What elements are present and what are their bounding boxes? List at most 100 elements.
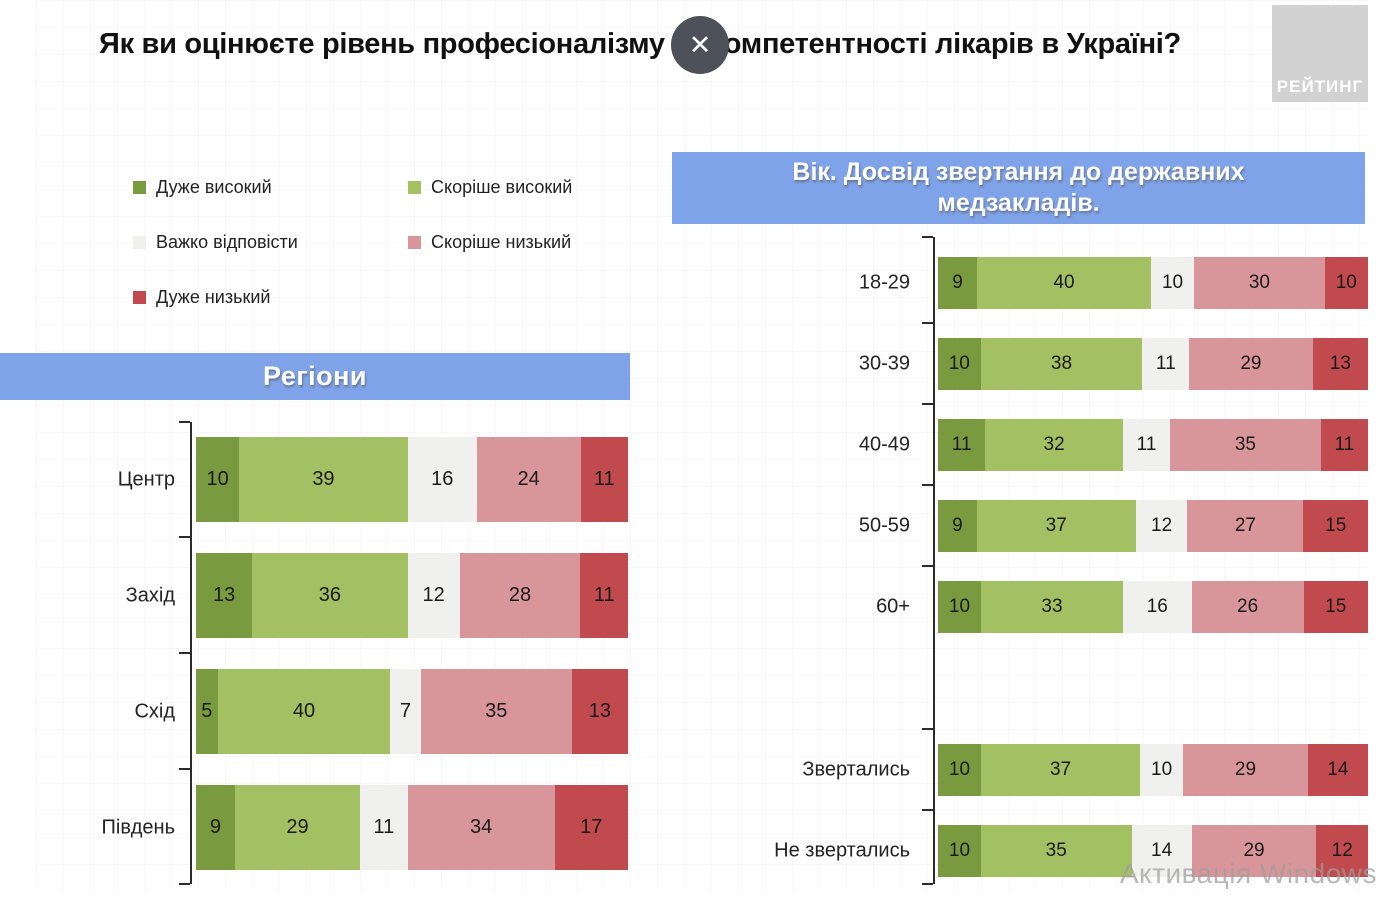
segment-value: 32 <box>1043 434 1065 455</box>
chart-row: Звертались 10 37 10 29 14 <box>802 728 1368 796</box>
segment-value: 29 <box>1243 840 1265 861</box>
age-experience-chart: 18-29 9 40 10 30 10 30-39 10 38 11 29 13 40-49 11 32 11… <box>774 236 1368 885</box>
segment-value: 40 <box>1053 272 1075 293</box>
segment-value: 11 <box>593 468 615 490</box>
bar-segment: 26 <box>1191 581 1304 633</box>
segment-value: 24 <box>517 468 540 490</box>
bar-segment: 10 <box>938 744 981 796</box>
bar-segment: 13 <box>1312 338 1368 390</box>
segment-value: 11 <box>951 434 972 455</box>
category-label: 40-49 <box>858 433 910 456</box>
bar-segment: 37 <box>981 744 1141 796</box>
bar-segment: 37 <box>976 500 1136 552</box>
segment-value: 12 <box>1151 515 1173 536</box>
chart-row: Південь 9 29 11 34 17 <box>102 768 628 870</box>
segment-value: 36 <box>318 584 342 606</box>
bar-segment: 11 <box>1142 338 1190 390</box>
segment-value: 10 <box>948 596 971 617</box>
category-label: Не звертались <box>774 839 910 862</box>
segment-value: 9 <box>952 272 963 293</box>
segment-value: 35 <box>1045 840 1067 861</box>
segment-value: 10 <box>948 353 970 374</box>
legend-label: Важко відповісти <box>156 232 298 252</box>
segment-value: 13 <box>1329 353 1351 374</box>
category-label: Схід <box>134 700 175 722</box>
category-label: Південь <box>101 816 175 838</box>
rating-logo: РЕЙТИНГ <box>1272 5 1368 102</box>
chart-row: 60+ 10 33 16 26 15 <box>876 565 1368 633</box>
bar-segment: 10 <box>938 581 981 633</box>
segment-value: 10 <box>206 468 229 490</box>
windows-activation-watermark: Активація Windows <box>1119 858 1377 889</box>
page-title: Як ви оцінюєте рівень професіоналізму та… <box>99 28 1181 60</box>
segment-value: 7 <box>399 700 412 722</box>
category-label: 30-39 <box>858 352 910 375</box>
segment-value: 14 <box>1151 840 1173 861</box>
bar-segment: 35 <box>420 669 572 754</box>
segment-value: 28 <box>508 584 532 606</box>
age-experience-band: Вік. Досвід звертання до державних медза… <box>672 152 1365 224</box>
bar-segment: 12 <box>1135 500 1188 552</box>
bar-segment: 15 <box>1303 581 1368 633</box>
regions-chart: Центр 10 39 16 24 11 Захід 13 36 12 28 11 Схід 5 40 7 35… <box>102 421 629 885</box>
segment-value: 10 <box>1335 272 1357 293</box>
chart-row: 18-29 9 40 10 30 10 <box>859 257 1368 309</box>
segment-value: 10 <box>948 840 971 861</box>
bar-segment: 29 <box>234 785 361 870</box>
age-band-line-2: медзакладів. <box>937 189 1100 217</box>
segment-value: 30 <box>1248 272 1270 293</box>
segment-value: 11 <box>1155 353 1176 374</box>
bar-segment: 34 <box>407 785 555 870</box>
close-button[interactable]: ✕ <box>671 16 729 74</box>
legend-label: Скоріше низький <box>431 232 572 252</box>
segment-value: 17 <box>580 816 603 838</box>
segment-value: 16 <box>1146 596 1168 617</box>
bar-segment: 10 <box>938 825 981 877</box>
segment-value: 14 <box>1327 759 1349 780</box>
legend-label: Скоріше високий <box>431 177 573 197</box>
chart-row: 30-39 10 38 11 29 13 <box>859 322 1368 390</box>
bar-segment: 7 <box>390 669 421 754</box>
legend-swatch-icon <box>408 236 421 249</box>
segment-value: 12 <box>1331 840 1353 861</box>
legend-swatch-icon <box>133 181 146 194</box>
chart-row: 50-59 9 37 12 27 15 <box>859 484 1368 552</box>
legend-swatch-icon <box>133 236 146 249</box>
segment-value: 5 <box>201 700 213 722</box>
segment-value: 15 <box>1325 515 1347 536</box>
category-label: Центр <box>117 468 175 490</box>
bar-segment: 40 <box>977 257 1151 309</box>
segment-value: 16 <box>431 468 454 490</box>
bar-segment: 29 <box>1183 744 1308 796</box>
age-band-line-1: Вік. Досвід звертання до державних <box>792 157 1245 186</box>
bar-segment: 28 <box>459 553 581 638</box>
bar-segment: 11 <box>938 419 986 471</box>
chart-legend: Дуже високий Скоріше високий Важко відпові… <box>133 160 683 325</box>
legend-item: Скоріше низький <box>408 232 683 253</box>
bar-segment: 14 <box>1131 825 1192 877</box>
bar-segment: 33 <box>981 581 1123 633</box>
legend-item: Дуже низький <box>133 287 408 308</box>
legend-swatch-icon <box>408 181 421 194</box>
bar-segment: 14 <box>1307 744 1368 796</box>
segment-value: 35 <box>1234 434 1256 455</box>
segment-value: 10 <box>1161 272 1184 293</box>
bar-segment: 27 <box>1187 500 1304 552</box>
bar-segment: 9 <box>938 500 977 552</box>
segment-value: 9 <box>952 515 963 536</box>
legend-swatch-icon <box>133 291 146 304</box>
segment-value: 11 <box>1334 434 1355 455</box>
segment-value: 29 <box>1234 759 1257 780</box>
category-label: 18-29 <box>858 271 910 294</box>
bar-segment: 11 <box>580 553 628 638</box>
regions-band-label: Регіони <box>263 361 367 391</box>
segment-value: 33 <box>1041 596 1063 617</box>
legend-label: Дуже низький <box>156 287 271 307</box>
segment-value: 10 <box>1151 759 1173 780</box>
segment-value: 40 <box>292 700 316 722</box>
chart-row: Центр 10 39 16 24 11 <box>118 437 629 522</box>
segment-value: 27 <box>1234 515 1256 536</box>
bar-segment: 32 <box>985 419 1123 471</box>
bar-segment: 9 <box>938 257 978 309</box>
bar-segment: 16 <box>407 437 477 522</box>
